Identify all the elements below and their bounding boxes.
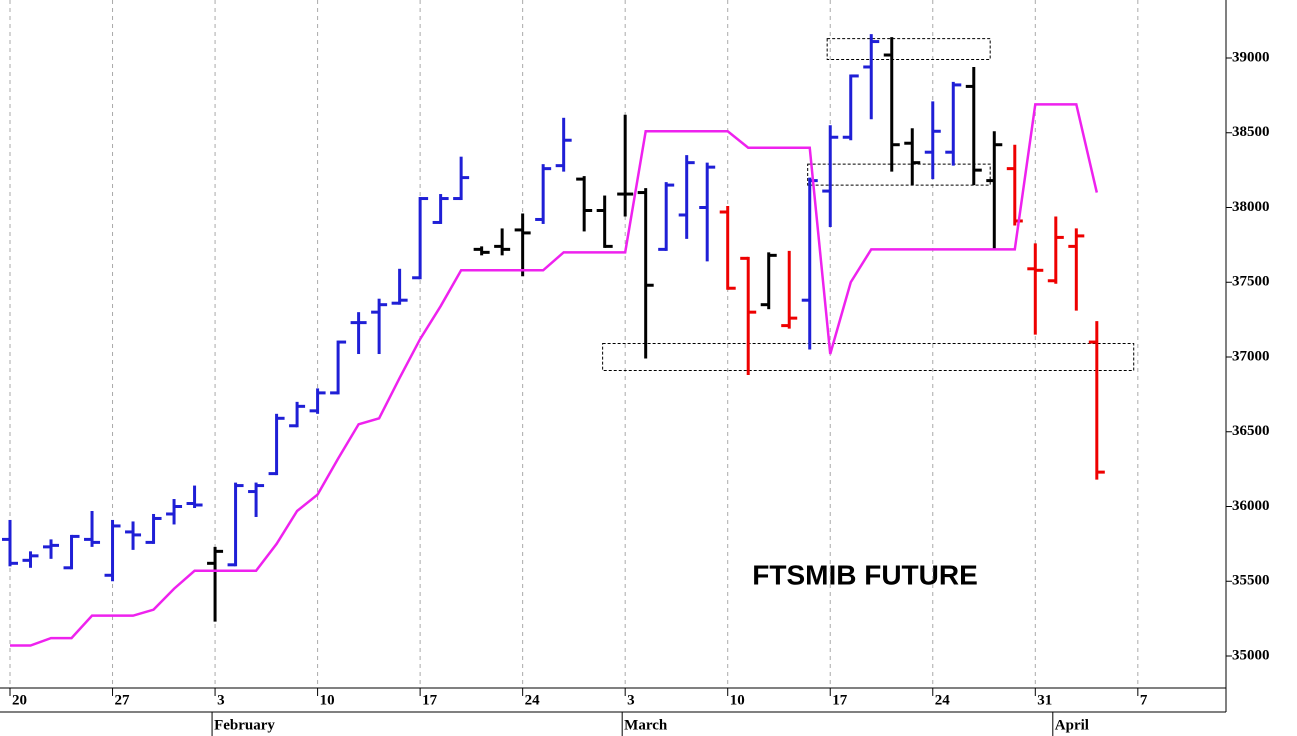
x-tick-label: 17 [422,692,438,708]
x-tick-label: 10 [320,692,335,708]
price-zone [807,163,991,186]
x-tick-label: 24 [935,692,951,708]
y-tick-label: 38500 [1232,124,1270,140]
x-tick-label: 7 [1140,692,1148,708]
x-tick-label: 3 [217,692,225,708]
stop-line [10,103,1099,647]
x-tick-label: 27 [115,692,131,708]
y-tick-label: 37000 [1232,348,1270,364]
x-tick-label: 10 [730,692,745,708]
price-zone [826,38,991,61]
y-tick-label: 36000 [1232,498,1270,514]
chart-title: FTSMIB FUTURE [752,559,978,590]
month-label: February [214,717,275,733]
y-tick-label: 37500 [1232,274,1270,290]
y-tick-label: 35000 [1232,647,1270,663]
x-tick-label: 17 [832,692,848,708]
x-tick-label: 3 [627,692,635,708]
x-tick-label: 31 [1037,692,1052,708]
x-tick-label: 24 [525,692,541,708]
x-tick-label: 20 [12,692,27,708]
month-label: April [1055,717,1089,733]
price-zone [602,343,1135,371]
y-tick-label: 35500 [1232,573,1270,589]
y-tick-label: 36500 [1232,423,1270,439]
month-label: March [624,717,668,733]
y-tick-label: 38000 [1232,199,1270,215]
y-tick-label: 39000 [1232,49,1270,65]
